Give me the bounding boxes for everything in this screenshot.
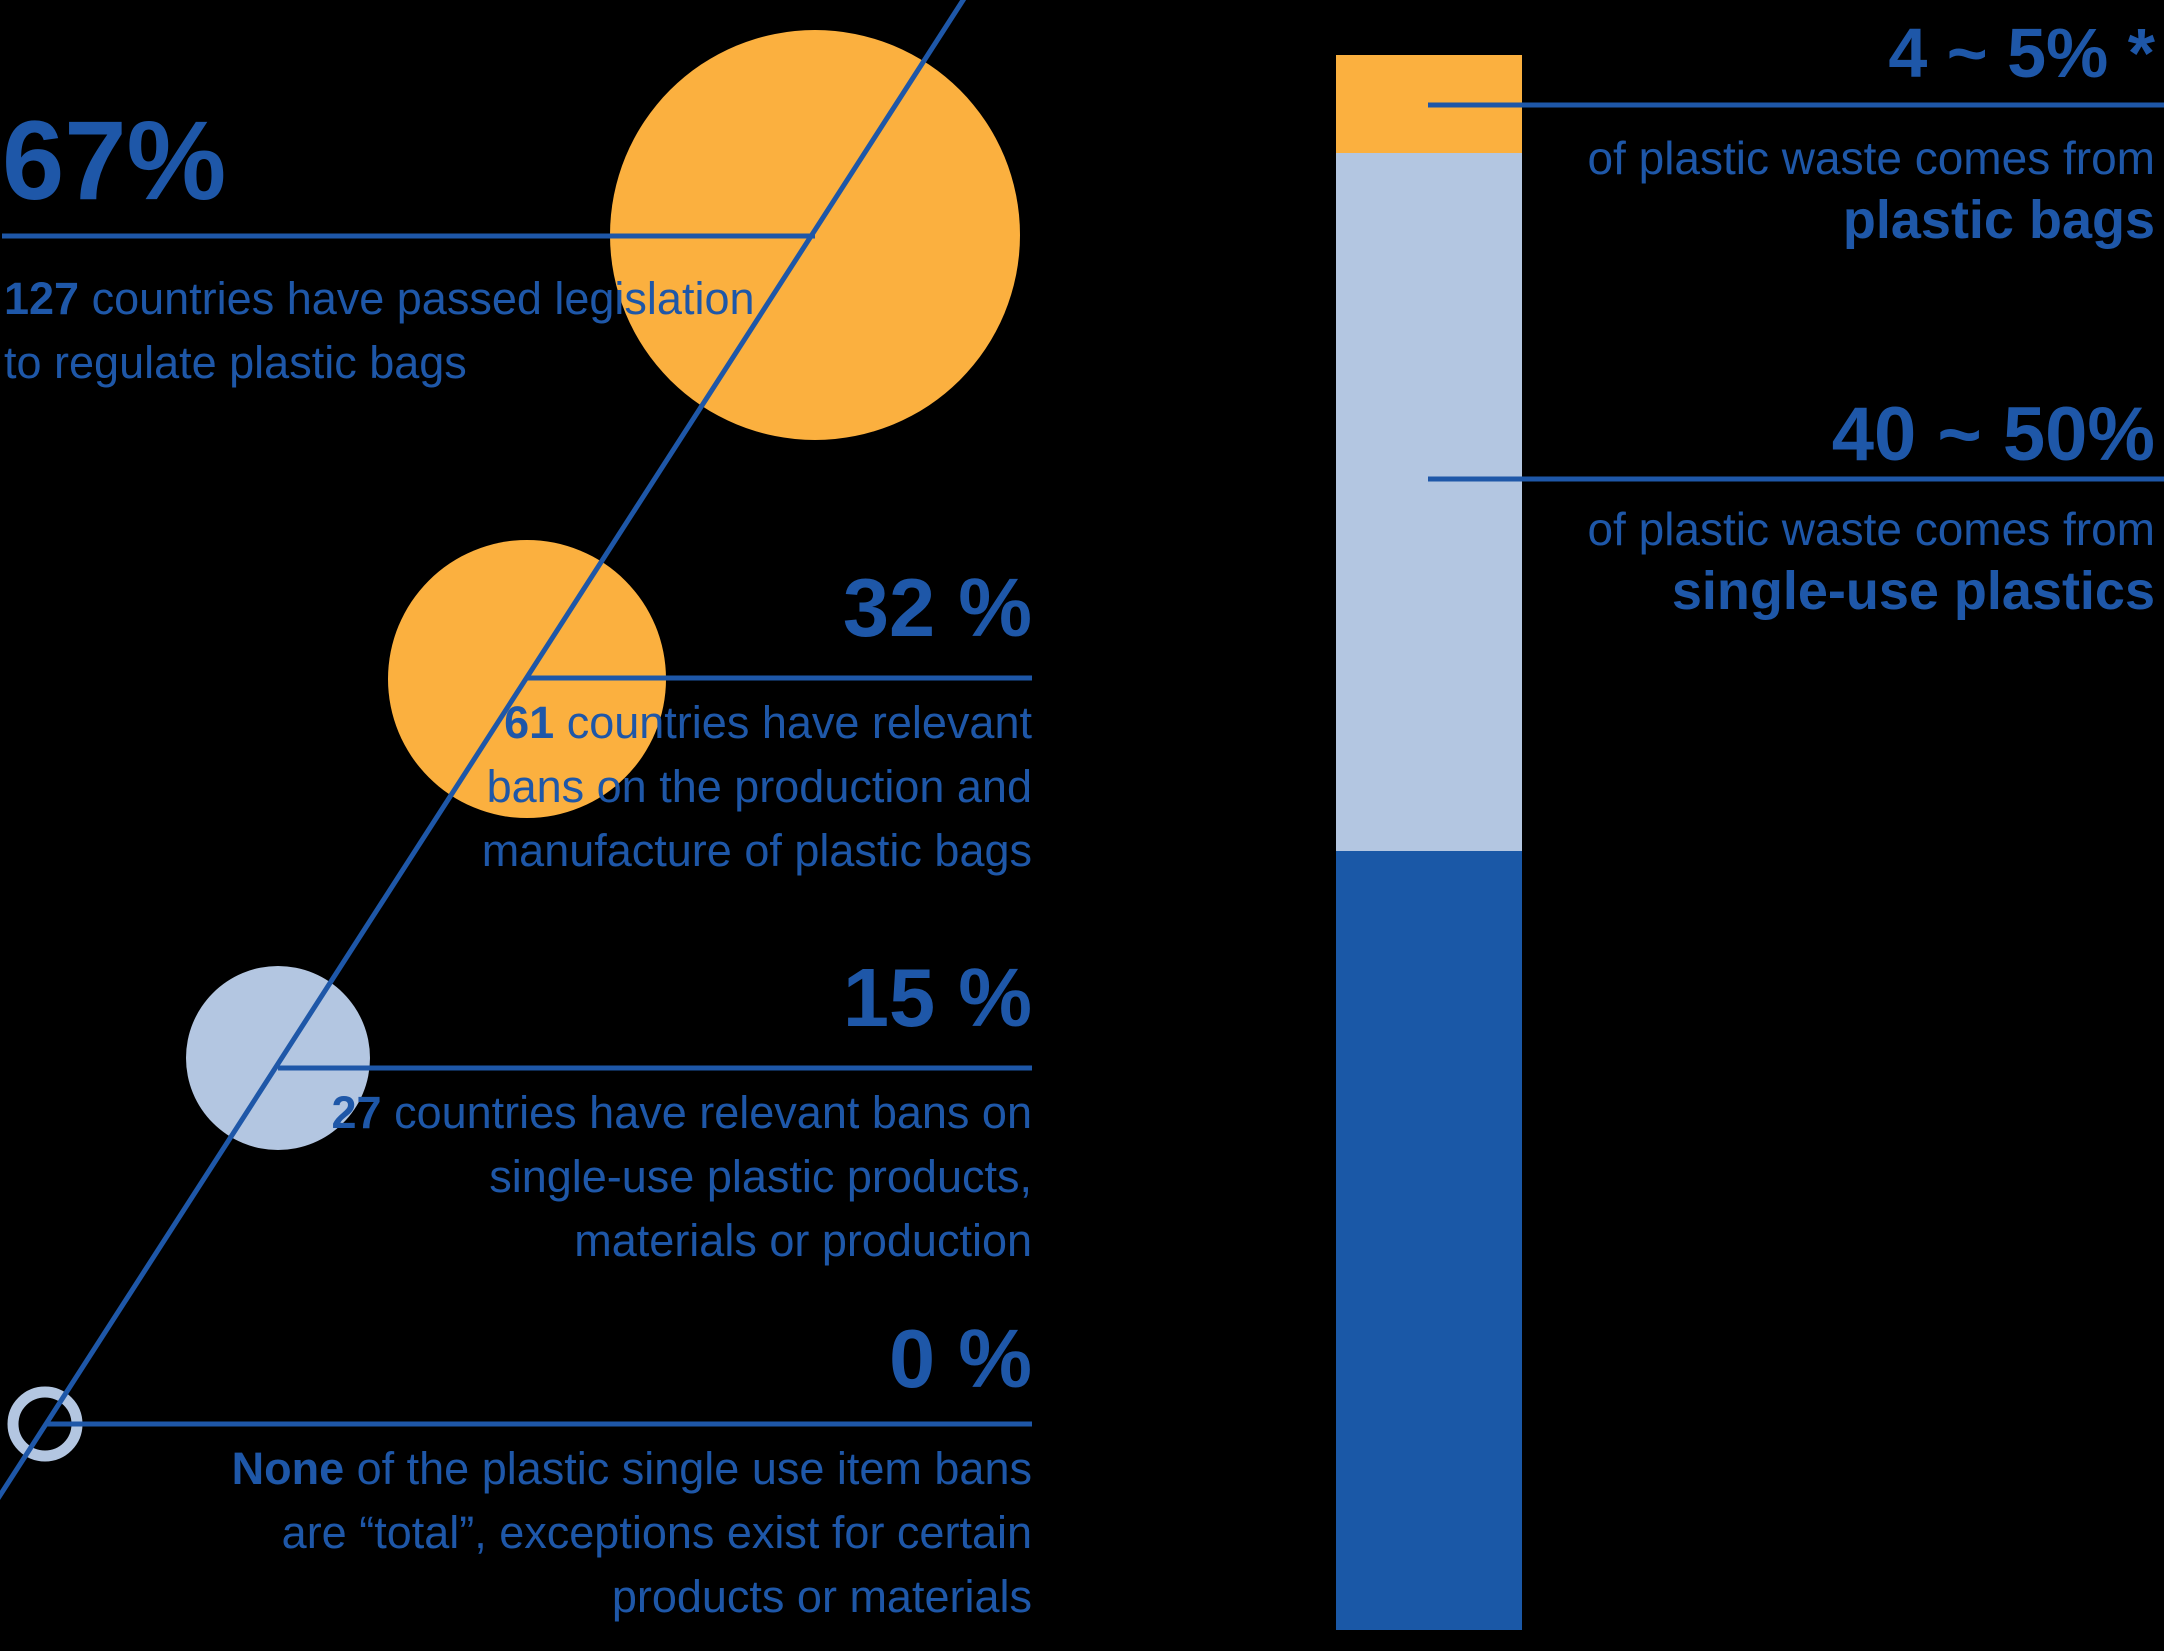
desc-67-line-2: to regulate plastic bags [4,331,755,395]
stat-67-label: 67% [2,98,227,223]
desc-67: 127 countries have passed legislation to… [4,267,755,395]
caption-bar-top: of plastic waste comes from [1587,132,2155,184]
caption-bar-mid-bold: single-use plastics [1671,561,2155,621]
stacked-bar-segment-other [1336,851,1522,1630]
desc-0-line-3: products or materials [232,1565,1032,1629]
desc-0-line-1-text: of the plastic single use item bans [344,1443,1032,1494]
stat-0-label: 0 % [888,1312,1032,1405]
desc-32-line-2: bans on the production and [482,755,1032,819]
desc-32-line-3: manufacture of plastic bags [482,819,1032,883]
stat-15-label: 15 % [842,951,1032,1044]
caption-bar-mid: of plastic waste comes from [1587,503,2155,555]
desc-32: 61 countries have relevant bans on the p… [482,691,1032,883]
desc-15-line-1-text: countries have relevant bans on [381,1087,1032,1138]
desc-67-line-1: 127 countries have passed legislation [4,267,755,331]
bubble-15-circle [186,966,370,1150]
desc-0-line-1-bold: None [231,1443,345,1494]
desc-32-line-3-text: manufacture of plastic bags [481,825,1032,876]
desc-32-line-1-text: countries have relevant [554,697,1032,748]
desc-67-line-1-bold: 127 [4,273,80,324]
desc-15-line-1: 27 countries have relevant bans on [332,1081,1032,1145]
stat-bar-top-label: 4 ~ 5% * [1888,14,2155,92]
desc-15: 27 countries have relevant bans on singl… [332,1081,1032,1273]
desc-15-line-2: single-use plastic products, [332,1145,1032,1209]
caption-bar-top-bold: plastic bags [1842,190,2155,250]
stacked-bar-segment-single-use [1336,153,1522,851]
desc-0-line-1: None of the plastic single use item bans [232,1437,1032,1501]
desc-32-line-1-bold: 61 [504,697,555,748]
desc-67-line-1-text: countries have passed legislation [79,273,755,324]
stat-32-label: 32 % [842,561,1032,654]
desc-15-line-3: materials or production [332,1209,1032,1273]
desc-32-line-1: 61 countries have relevant [482,691,1032,755]
desc-67-line-2-text: to regulate plastic bags [4,337,467,388]
desc-0-line-2: are “total”, exceptions exist for certai… [232,1501,1032,1565]
desc-15-line-3-text: materials or production [574,1215,1032,1266]
desc-15-line-2-text: single-use plastic products, [489,1151,1032,1202]
desc-32-line-2-text: bans on the production and [486,761,1032,812]
desc-0: None of the plastic single use item bans… [232,1437,1032,1629]
diagonal-trend-line [0,0,967,1501]
desc-15-line-1-bold: 27 [331,1087,382,1138]
stat-bar-mid-label: 40 ~ 50% [1831,392,2155,477]
desc-0-line-3-text: products or materials [611,1571,1032,1622]
desc-0-line-2-text: are “total”, exceptions exist for certai… [281,1507,1032,1558]
